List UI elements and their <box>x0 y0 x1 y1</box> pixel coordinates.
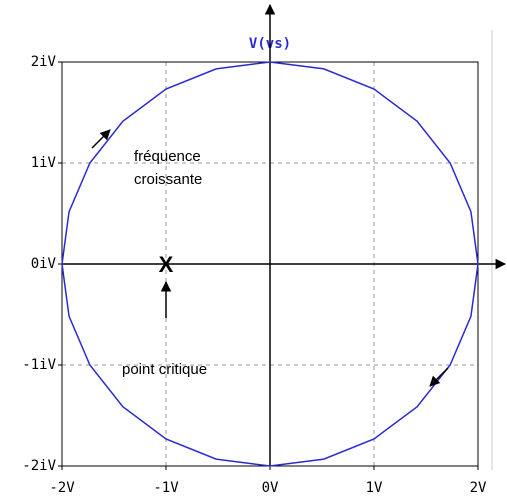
y-tick-label: 2iV <box>31 54 57 70</box>
annotation: croissante <box>134 171 202 188</box>
direction-arrow <box>429 367 449 387</box>
direction-arrow <box>91 129 111 149</box>
x-tick-label: 0V <box>262 480 279 496</box>
nyquist-curve <box>61 61 479 467</box>
x-tick-label: 2V <box>470 480 487 496</box>
y-tick-label: 0iV <box>31 256 57 272</box>
y-tick-label: -2iV <box>22 458 56 474</box>
x-tick-label: -1V <box>153 480 179 496</box>
annotation: point critique <box>122 361 207 378</box>
x-tick-label: 1V <box>366 480 383 496</box>
y-tick-label: 1iV <box>31 155 57 171</box>
critical-point: X <box>159 252 174 277</box>
annotation: fréquence <box>134 148 201 165</box>
y-tick-label: -1iV <box>22 357 56 373</box>
x-tick-label: -2V <box>49 480 75 496</box>
